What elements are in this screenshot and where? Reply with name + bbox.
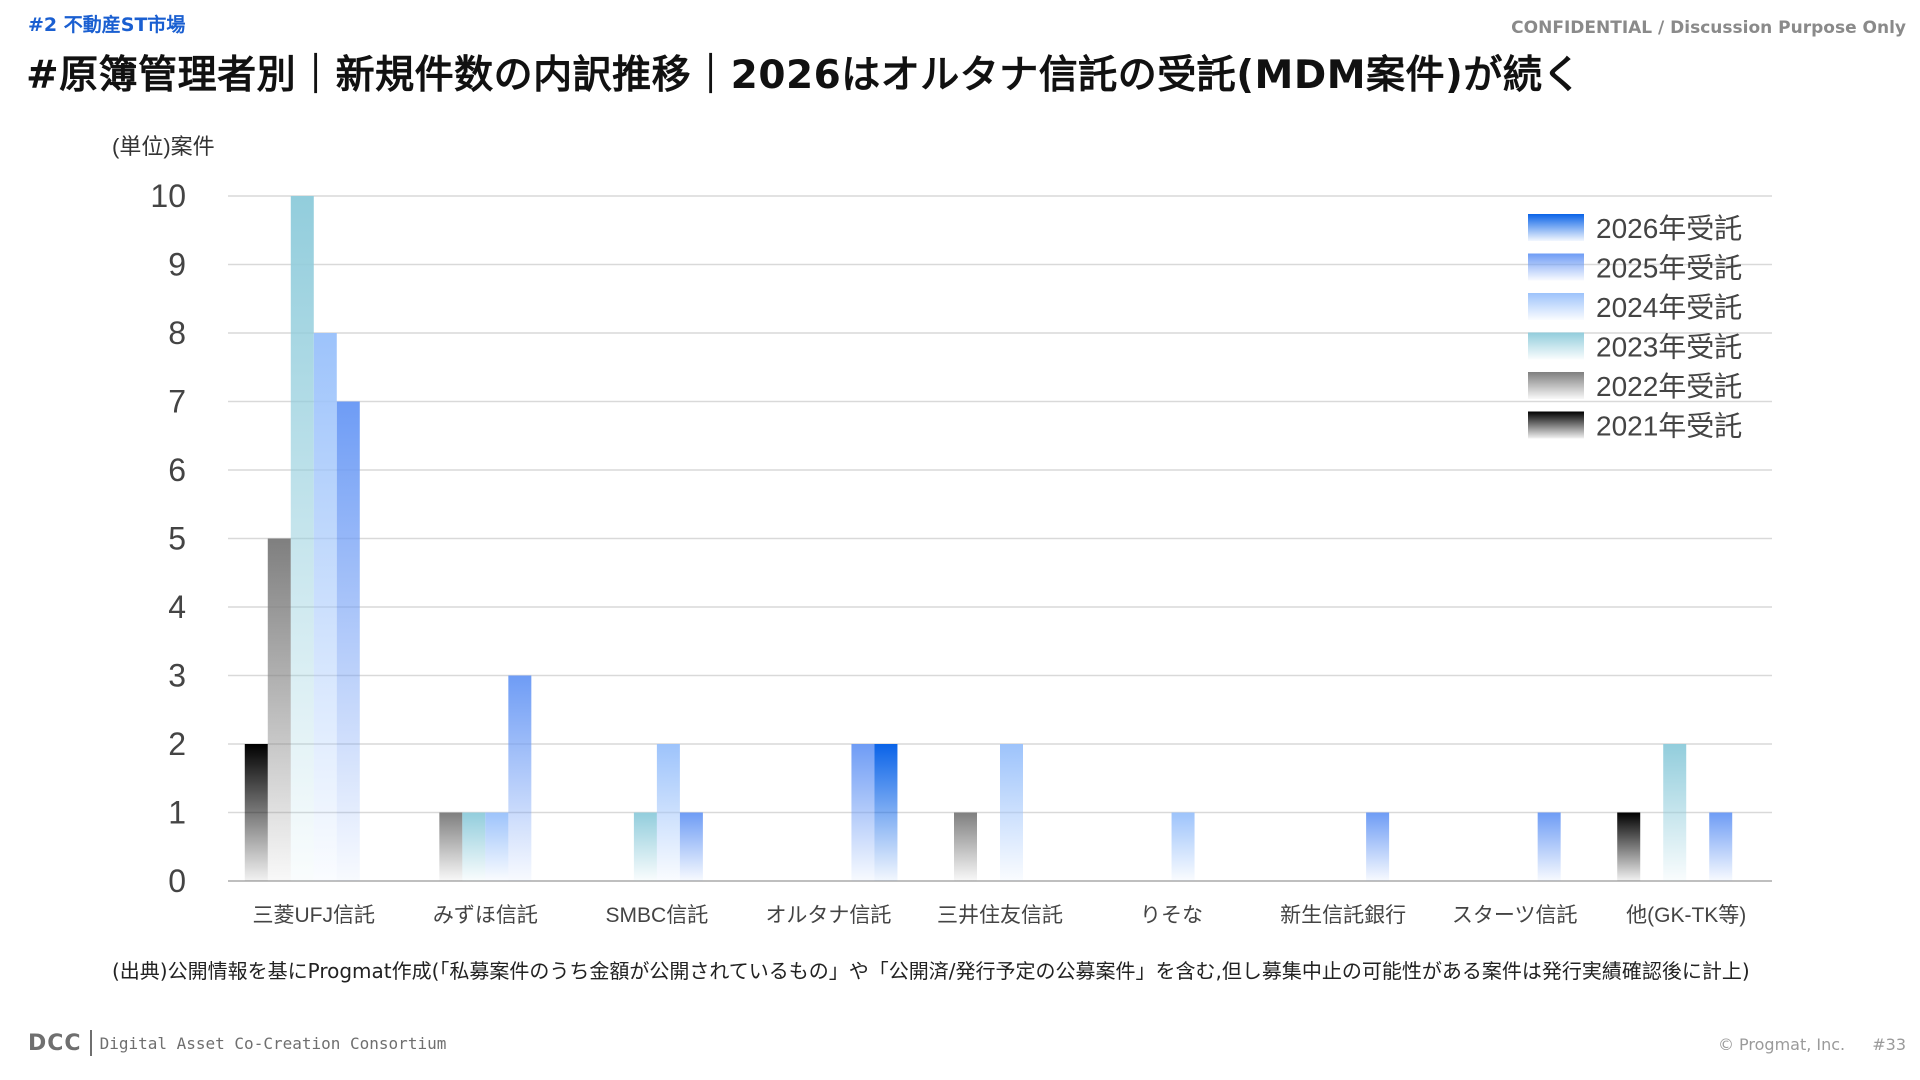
y-tick-label: 4	[168, 589, 186, 625]
x-tick-labels: 三菱UFJ信託 みずほ信託 SMBC信託 オルタナ信託 三井住友信託 りそな 新生信託銀行 ス…	[253, 904, 1747, 927]
bar	[1171, 812, 1195, 881]
bar	[656, 744, 680, 881]
confidential-label: CONFIDENTIAL / Discussion Purpose Only	[1511, 18, 1906, 38]
bar	[508, 675, 532, 881]
bar	[851, 744, 875, 881]
bar	[462, 812, 486, 881]
x-tick-label: SMBC信託	[606, 904, 709, 927]
page-number: #33	[1872, 1035, 1906, 1054]
y-tick-label: 0	[168, 863, 186, 899]
bar	[1366, 812, 1390, 881]
bar	[954, 812, 977, 881]
legend-label: 2023年受託	[1596, 332, 1742, 363]
legend-swatch	[1528, 411, 1584, 439]
logo-divider	[89, 1030, 92, 1056]
gridlines	[228, 195, 1772, 882]
y-tick-label: 10	[150, 178, 186, 214]
legend-label: 2026年受託	[1596, 213, 1742, 244]
bar	[1617, 812, 1641, 881]
page-title: #原簿管理者別｜新規件数の内訳推移｜2026はオルタナ信託の受託(MDM案件)が…	[26, 53, 1582, 98]
legend-swatch	[1528, 253, 1584, 281]
x-tick-label: 新生信託銀行	[1280, 904, 1406, 927]
bar	[313, 333, 337, 881]
footer-logo: DCC Digital Asset Co-Creation Consortium	[28, 1030, 446, 1056]
x-tick-label: みずほ信託	[433, 904, 538, 927]
y-tick-label: 1	[168, 795, 186, 831]
legend: 2026年受託 2025年受託 2024年受託 2023年受託 2022年受託 2021年…	[1528, 213, 1742, 442]
legend-label: 2024年受託	[1596, 292, 1742, 323]
bar	[485, 812, 509, 881]
x-tick-label: オルタナ信託	[765, 904, 891, 927]
dcc-logo: DCC	[28, 1030, 82, 1056]
bar	[1709, 812, 1733, 881]
legend-swatch	[1528, 372, 1584, 399]
bar	[267, 538, 291, 881]
legend-label: 2025年受託	[1596, 253, 1742, 284]
bar	[336, 401, 360, 881]
copyright: © Progmat, Inc.	[1717, 1035, 1846, 1054]
y-tick-label: 7	[168, 384, 186, 420]
bar	[1663, 744, 1687, 881]
y-tick-label: 9	[168, 247, 186, 283]
footer-right: © Progmat, Inc. #33	[1696, 1035, 1906, 1054]
y-tick-labels: 0 1 2 3 4 5 6 7 8 9 10	[150, 178, 186, 899]
legend-label: 2021年受託	[1596, 411, 1742, 442]
y-tick-label: 5	[168, 521, 186, 557]
y-axis-label: (単位)案件	[112, 134, 215, 159]
section-tag: #2 不動産ST市場	[28, 14, 186, 36]
x-tick-label: 三井住友信託	[937, 904, 1063, 927]
bar	[874, 744, 898, 881]
source-note: (出典)公開情報を基にProgmat作成(「私募案件のうち金額が公開されているも…	[112, 959, 1750, 983]
bar	[1000, 744, 1023, 881]
bar	[633, 812, 657, 881]
bar	[244, 744, 268, 881]
x-tick-label: 他(GK-TK等)	[1626, 904, 1746, 927]
y-tick-label: 3	[168, 658, 186, 694]
y-tick-label: 6	[168, 452, 186, 488]
legend-swatch	[1528, 214, 1584, 241]
bar	[679, 812, 703, 881]
bar	[290, 196, 314, 881]
x-tick-label: りそな	[1140, 904, 1203, 927]
bar	[1537, 812, 1561, 881]
legend-label: 2022年受託	[1596, 371, 1742, 402]
y-tick-label: 8	[168, 315, 186, 351]
x-tick-label: 三菱UFJ信託	[253, 904, 376, 927]
legend-swatch	[1528, 293, 1584, 320]
bars	[244, 196, 1733, 881]
legend-swatch	[1528, 332, 1584, 360]
bar	[439, 812, 463, 881]
consortium-name: Digital Asset Co-Creation Consortium	[99, 1033, 447, 1053]
x-tick-label: スターツ信託	[1452, 904, 1578, 927]
y-tick-label: 2	[168, 726, 186, 762]
